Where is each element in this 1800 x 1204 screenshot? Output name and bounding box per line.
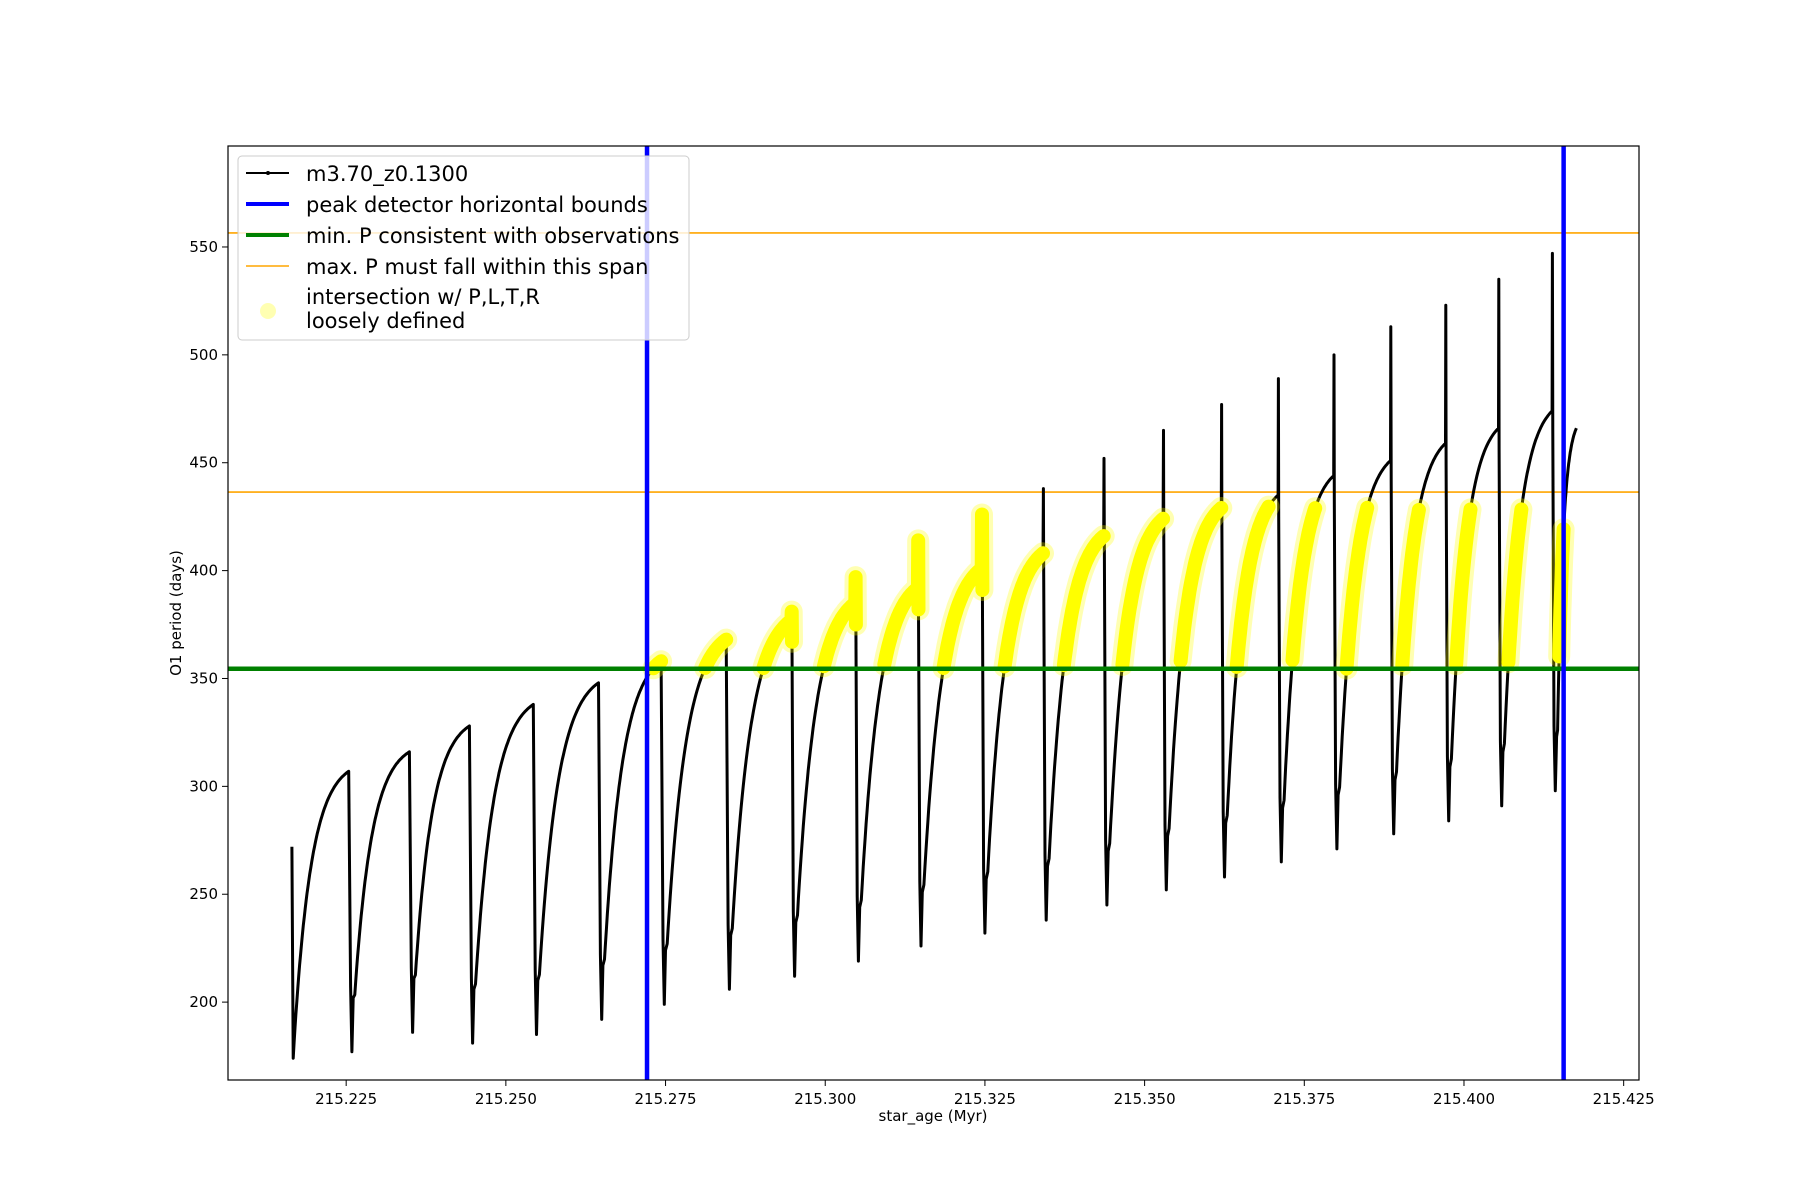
y-tick-label-4: 400 [189,562,218,580]
x-tick-label-5: 215.350 [1114,1090,1176,1108]
x-tick-label-4: 215.325 [954,1090,1016,1108]
intersection-marker-5 [936,507,990,675]
legend-label-bounds: peak detector horizontal bounds [306,193,648,217]
intersection-marker-14 [1229,499,1276,674]
y-tick-label-1: 250 [189,885,218,903]
intersection-marker-1 [698,632,734,675]
intersection-marker-12 [1173,501,1229,668]
x-tick-label-3: 215.300 [794,1090,856,1108]
intersection-marker-10 [1115,511,1171,672]
intersection-marker-3 [816,570,863,674]
y-tick-label-3: 350 [189,669,218,687]
legend-series-marker [266,171,270,175]
legend-label-intersection-2: loosely defined [306,309,465,333]
x-tick-label-0: 215.225 [315,1090,377,1108]
plot-area [228,146,1639,1080]
intersection-marker-16 [1285,501,1323,667]
x-tick-label-2: 215.275 [635,1090,697,1108]
intersection-marker-2 [756,604,799,675]
intersection-marker-17 [1339,500,1375,676]
y-tick-label-2: 300 [189,777,218,795]
axes-frame [227,145,1640,1081]
x-tick-label-1: 215.250 [475,1090,537,1108]
y-tick-label-6: 500 [189,346,218,364]
x-axis-label: star_age (Myr) [879,1107,988,1126]
legend-label-min-p: min. P consistent with observations [306,224,679,248]
x-tick-label-8: 215.425 [1593,1090,1655,1108]
intersection-marker-18 [1395,502,1426,672]
y-tick-label-7: 550 [189,238,218,256]
intersection-marker-6 [997,546,1050,674]
legend-label-series: m3.70_z0.1300 [306,162,468,187]
intersection-marker-8 [1056,529,1111,673]
legend: m3.70_z0.1300 peak detector horizontal b… [237,155,690,341]
legend-label-max-p: max. P must fall within this span [306,255,648,279]
x-tick-label-6: 215.375 [1273,1090,1335,1108]
x-tick-label-7: 215.400 [1433,1090,1495,1108]
y-tick-label-0: 200 [189,993,218,1011]
intersection-marker-4 [877,533,926,672]
legend-box [237,155,690,341]
legend-label-intersection-1: intersection w/ P,L,T,R [306,285,540,309]
y-axis: 200 250 300 350 400 450 500 550 [189,238,228,1011]
intersection-marker-19 [1449,502,1478,672]
intersection-marker-20 [1501,502,1529,670]
y-axis-label: O1 period (days) [167,550,185,676]
x-axis: 215.225 215.250 215.275 215.300 215.325 215.3… [315,1080,1655,1108]
legend-yellow-marker [260,303,276,319]
y-tick-label-5: 450 [189,454,218,472]
